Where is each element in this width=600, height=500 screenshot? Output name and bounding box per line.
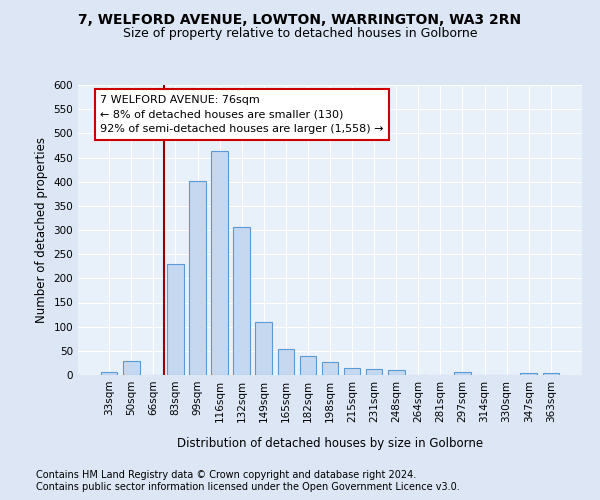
- Bar: [299, 356, 316, 375]
- Bar: [101, 372, 118, 375]
- Text: Contains HM Land Registry data © Crown copyright and database right 2024.: Contains HM Land Registry data © Crown c…: [36, 470, 416, 480]
- Text: Contains public sector information licensed under the Open Government Licence v3: Contains public sector information licen…: [36, 482, 460, 492]
- Bar: [211, 150, 228, 375]
- Bar: [454, 372, 471, 375]
- Bar: [388, 370, 404, 375]
- Bar: [366, 368, 382, 375]
- Text: 7 WELFORD AVENUE: 76sqm
← 8% of detached houses are smaller (130)
92% of semi-de: 7 WELFORD AVENUE: 76sqm ← 8% of detached…: [100, 94, 384, 134]
- Bar: [256, 322, 272, 375]
- Text: Distribution of detached houses by size in Golborne: Distribution of detached houses by size …: [177, 438, 483, 450]
- Bar: [322, 362, 338, 375]
- Bar: [189, 180, 206, 375]
- Bar: [233, 226, 250, 375]
- Text: 7, WELFORD AVENUE, LOWTON, WARRINGTON, WA3 2RN: 7, WELFORD AVENUE, LOWTON, WARRINGTON, W…: [79, 12, 521, 26]
- Bar: [167, 264, 184, 375]
- Bar: [542, 372, 559, 375]
- Bar: [123, 360, 140, 375]
- Bar: [520, 372, 537, 375]
- Bar: [344, 368, 361, 375]
- Y-axis label: Number of detached properties: Number of detached properties: [35, 137, 48, 323]
- Bar: [278, 350, 294, 375]
- Text: Size of property relative to detached houses in Golborne: Size of property relative to detached ho…: [123, 28, 477, 40]
